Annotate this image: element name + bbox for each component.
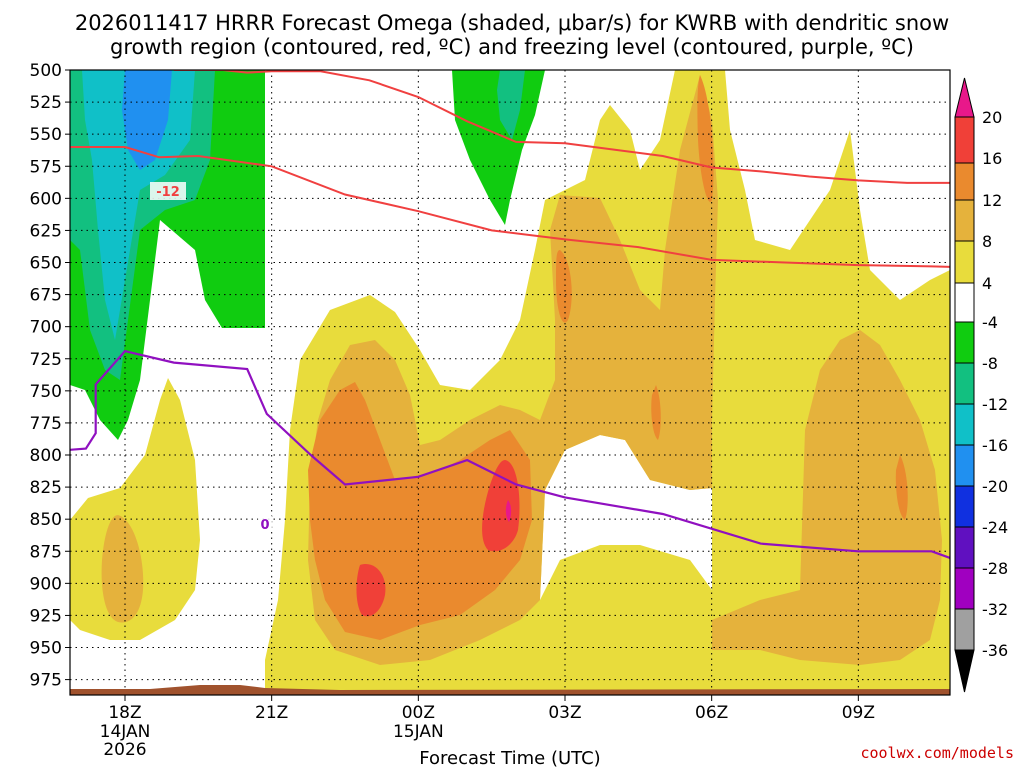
plot-area: -12 0 bbox=[70, 70, 950, 695]
omega-region-pos16-mid bbox=[482, 460, 520, 552]
colorbar-label-7: -12 bbox=[982, 395, 1008, 414]
x-tick-label-09Z: 09Z bbox=[842, 703, 875, 723]
x-tick-date-00Z: 15JAN bbox=[393, 722, 444, 742]
colorbar-label-3: 8 bbox=[982, 232, 992, 251]
x-tick-label-18Z: 18Z bbox=[108, 703, 141, 723]
dgz-contour-minus12 bbox=[70, 146, 950, 268]
x-tick-label-00Z: 00Z bbox=[402, 703, 435, 723]
omega-gap-center bbox=[540, 435, 712, 600]
omega-region-neg4-upper-center bbox=[452, 70, 545, 225]
colorbar-band-12 bbox=[954, 608, 975, 651]
colorbar-label-11: -28 bbox=[982, 559, 1008, 578]
colorbar-label-10: -24 bbox=[982, 518, 1008, 537]
y-tick-label-600: 600 bbox=[30, 189, 62, 209]
colorbar-label-5: -4 bbox=[982, 313, 998, 332]
y-tick-label-900: 900 bbox=[30, 574, 62, 594]
omega-region-neg8-upper-center bbox=[497, 70, 525, 140]
colorbar-label-4: 4 bbox=[982, 274, 992, 293]
credit-text: coolwx.com/models bbox=[860, 744, 1014, 762]
colorbar-band-8 bbox=[954, 444, 975, 487]
y-tick-label-525: 525 bbox=[30, 93, 62, 113]
y-tick-label-550: 550 bbox=[30, 125, 62, 145]
x-tick-label-21Z: 21Z bbox=[255, 703, 288, 723]
y-tick-label-975: 975 bbox=[30, 671, 62, 691]
freezing-label-background bbox=[258, 516, 272, 532]
omega-region-pos12-upper bbox=[556, 250, 572, 323]
omega-region-pos16-low bbox=[356, 564, 386, 617]
colorbar-band-4 bbox=[954, 282, 975, 323]
omega-region-pos8-right bbox=[712, 330, 942, 665]
colorbar-band-3 bbox=[954, 240, 975, 284]
colorbar-label-1: 16 bbox=[982, 149, 1002, 168]
x-tick-year-18Z: 2026 bbox=[103, 740, 146, 760]
omega-region-pos8-left bbox=[101, 515, 144, 623]
freezing-contour-label: 0 bbox=[260, 518, 269, 533]
colorbar-label-12: -32 bbox=[982, 600, 1008, 619]
freezing-level-contour bbox=[70, 349, 950, 560]
omega-region-neg12 bbox=[82, 70, 195, 340]
plot-frame bbox=[69, 69, 951, 696]
colorbar-band-11 bbox=[954, 567, 975, 610]
x-tick-label-03Z: 03Z bbox=[548, 703, 581, 723]
y-axis: 500 525 550 575 600 625 650 675 700 725 750 775 800 8… bbox=[30, 61, 70, 691]
y-tick-label-850: 850 bbox=[30, 510, 62, 530]
dgz-contour-label: -12 bbox=[156, 185, 180, 200]
omega-region-neg16 bbox=[122, 70, 172, 170]
terrain-surface bbox=[70, 685, 950, 695]
colorbar-label-8: -16 bbox=[982, 436, 1008, 455]
y-tick-label-925: 925 bbox=[30, 606, 62, 626]
colorbar-band-1 bbox=[954, 162, 975, 201]
y-tick-label-700: 700 bbox=[30, 318, 62, 338]
y-tick-label-950: 950 bbox=[30, 639, 62, 659]
y-tick-label-825: 825 bbox=[30, 478, 62, 498]
colorbar-top-triangle bbox=[954, 77, 975, 118]
chart-title-line2: growth region (contoured, red, ºC) and f… bbox=[110, 35, 914, 59]
colorbar-band-9 bbox=[954, 485, 975, 528]
y-tick-label-575: 575 bbox=[30, 157, 62, 177]
colorbar-label-6: -8 bbox=[982, 354, 998, 373]
colorbar-label-9: -20 bbox=[982, 477, 1008, 496]
y-tick-label-625: 625 bbox=[30, 221, 62, 241]
colorbar-bottom-triangle bbox=[954, 649, 975, 693]
colorbar-band-5 bbox=[954, 321, 975, 364]
x-axis-title: Forecast Time (UTC) bbox=[419, 748, 600, 768]
y-tick-label-750: 750 bbox=[30, 382, 62, 402]
y-tick-label-775: 775 bbox=[30, 414, 62, 434]
colorbar-band-6 bbox=[954, 362, 975, 405]
colorbar: 20 16 12 8 4 -4 -8 -12 -16 -20 -24 -28 -32 -36 bbox=[954, 77, 1008, 693]
colorbar-label-0: 20 bbox=[982, 108, 1002, 127]
omega-region-pos12-mid bbox=[651, 385, 661, 440]
dgz-contour-bottom bbox=[173, 70, 950, 184]
y-tick-label-875: 875 bbox=[30, 542, 62, 562]
omega-positive-shading bbox=[70, 70, 950, 695]
x-tick-label-06Z: 06Z bbox=[695, 703, 728, 723]
y-tick-label-650: 650 bbox=[30, 254, 62, 274]
omega-region-pos20 bbox=[505, 500, 512, 522]
colorbar-band-7 bbox=[954, 403, 975, 446]
colorbar-label-13: -36 bbox=[982, 641, 1008, 660]
colorbar-band-10 bbox=[954, 526, 975, 569]
dgz-label-background bbox=[150, 182, 186, 200]
omega-region-pos12-upper2 bbox=[697, 75, 714, 202]
y-tick-label-800: 800 bbox=[30, 446, 62, 466]
chart-title-line1: 2026011417 HRRR Forecast Omega (shaded, … bbox=[75, 11, 949, 35]
y-tick-label-500: 500 bbox=[30, 61, 62, 81]
colorbar-label-2: 12 bbox=[982, 191, 1002, 210]
y-tick-label-725: 725 bbox=[30, 350, 62, 370]
colorbar-band-0 bbox=[954, 116, 975, 164]
grid-lines bbox=[70, 70, 950, 695]
x-tick-date-18Z: 14JAN bbox=[100, 722, 151, 742]
y-tick-label-675: 675 bbox=[30, 286, 62, 306]
colorbar-band-2 bbox=[954, 199, 975, 242]
